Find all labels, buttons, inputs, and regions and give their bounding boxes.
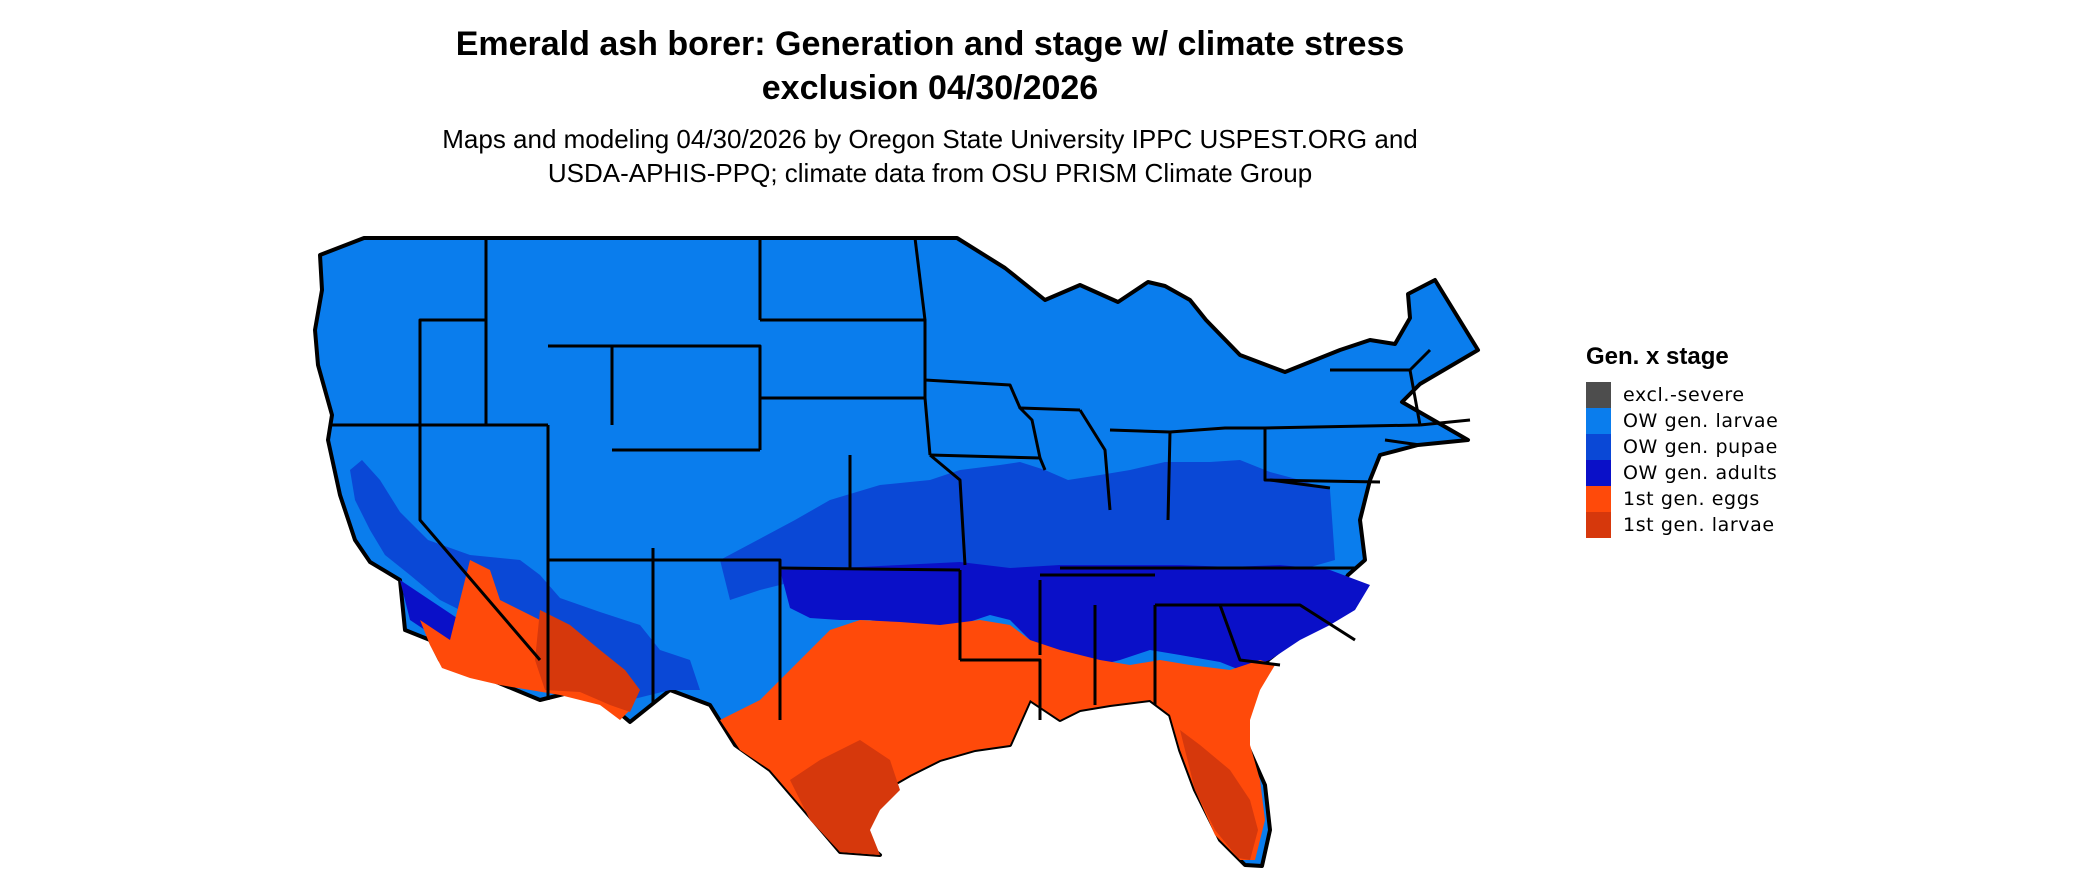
- legend-swatch: [1586, 512, 1611, 538]
- legend-label: OW gen. pupae: [1623, 436, 1778, 458]
- legend-title: Gen. x stage: [1586, 343, 1729, 370]
- legend-label: OW gen. adults: [1623, 462, 1778, 484]
- legend-swatch: [1586, 434, 1611, 460]
- map-subtitle-line-1: Maps and modeling 04/30/2026 by Oregon S…: [442, 124, 1418, 154]
- legend-swatch: [1586, 408, 1611, 434]
- legend-item: 1st gen. eggs: [1586, 486, 1778, 512]
- region-ow-pupae-west: [350, 460, 700, 700]
- legend-items: excl.-severe OW gen. larvae OW gen. pupa…: [1586, 382, 1778, 538]
- legend-label: excl.-severe: [1623, 384, 1745, 406]
- legend-item: OW gen. adults: [1586, 460, 1778, 486]
- map-title-line-2: exclusion 04/30/2026: [761, 69, 1099, 107]
- legend: Gen. x stage excl.-severe OW gen. larvae…: [1586, 342, 1778, 538]
- state-borders: [330, 237, 1471, 720]
- region-1st-larvae-az: [535, 610, 640, 712]
- legend-label: OW gen. larvae: [1623, 410, 1779, 432]
- legend-label: 1st gen. larvae: [1623, 514, 1775, 536]
- legend-item: OW gen. larvae: [1586, 408, 1778, 434]
- map-subtitle: Maps and modeling 04/30/2026 by Oregon S…: [330, 122, 1530, 190]
- legend-swatch: [1586, 382, 1611, 408]
- map-title-line-1: Emerald ash borer: Generation and stage …: [455, 25, 1405, 63]
- legend-item: 1st gen. larvae: [1586, 512, 1778, 538]
- legend-item: OW gen. pupae: [1586, 434, 1778, 460]
- region-1st-larvae-tx: [790, 740, 900, 855]
- legend-label: 1st gen. eggs: [1623, 488, 1760, 510]
- legend-swatch: [1586, 486, 1611, 512]
- map-title: Emerald ash borer: Generation and stage …: [330, 22, 1530, 110]
- legend-swatch: [1586, 460, 1611, 486]
- region-ow-adults: [780, 562, 1370, 670]
- region-ow-pupae-central: [720, 460, 1335, 600]
- map-subtitle-line-2: USDA-APHIS-PPQ; climate data from OSU PR…: [547, 158, 1313, 188]
- legend-item: excl.-severe: [1586, 382, 1778, 408]
- region-1st-larvae-fl: [1180, 730, 1258, 860]
